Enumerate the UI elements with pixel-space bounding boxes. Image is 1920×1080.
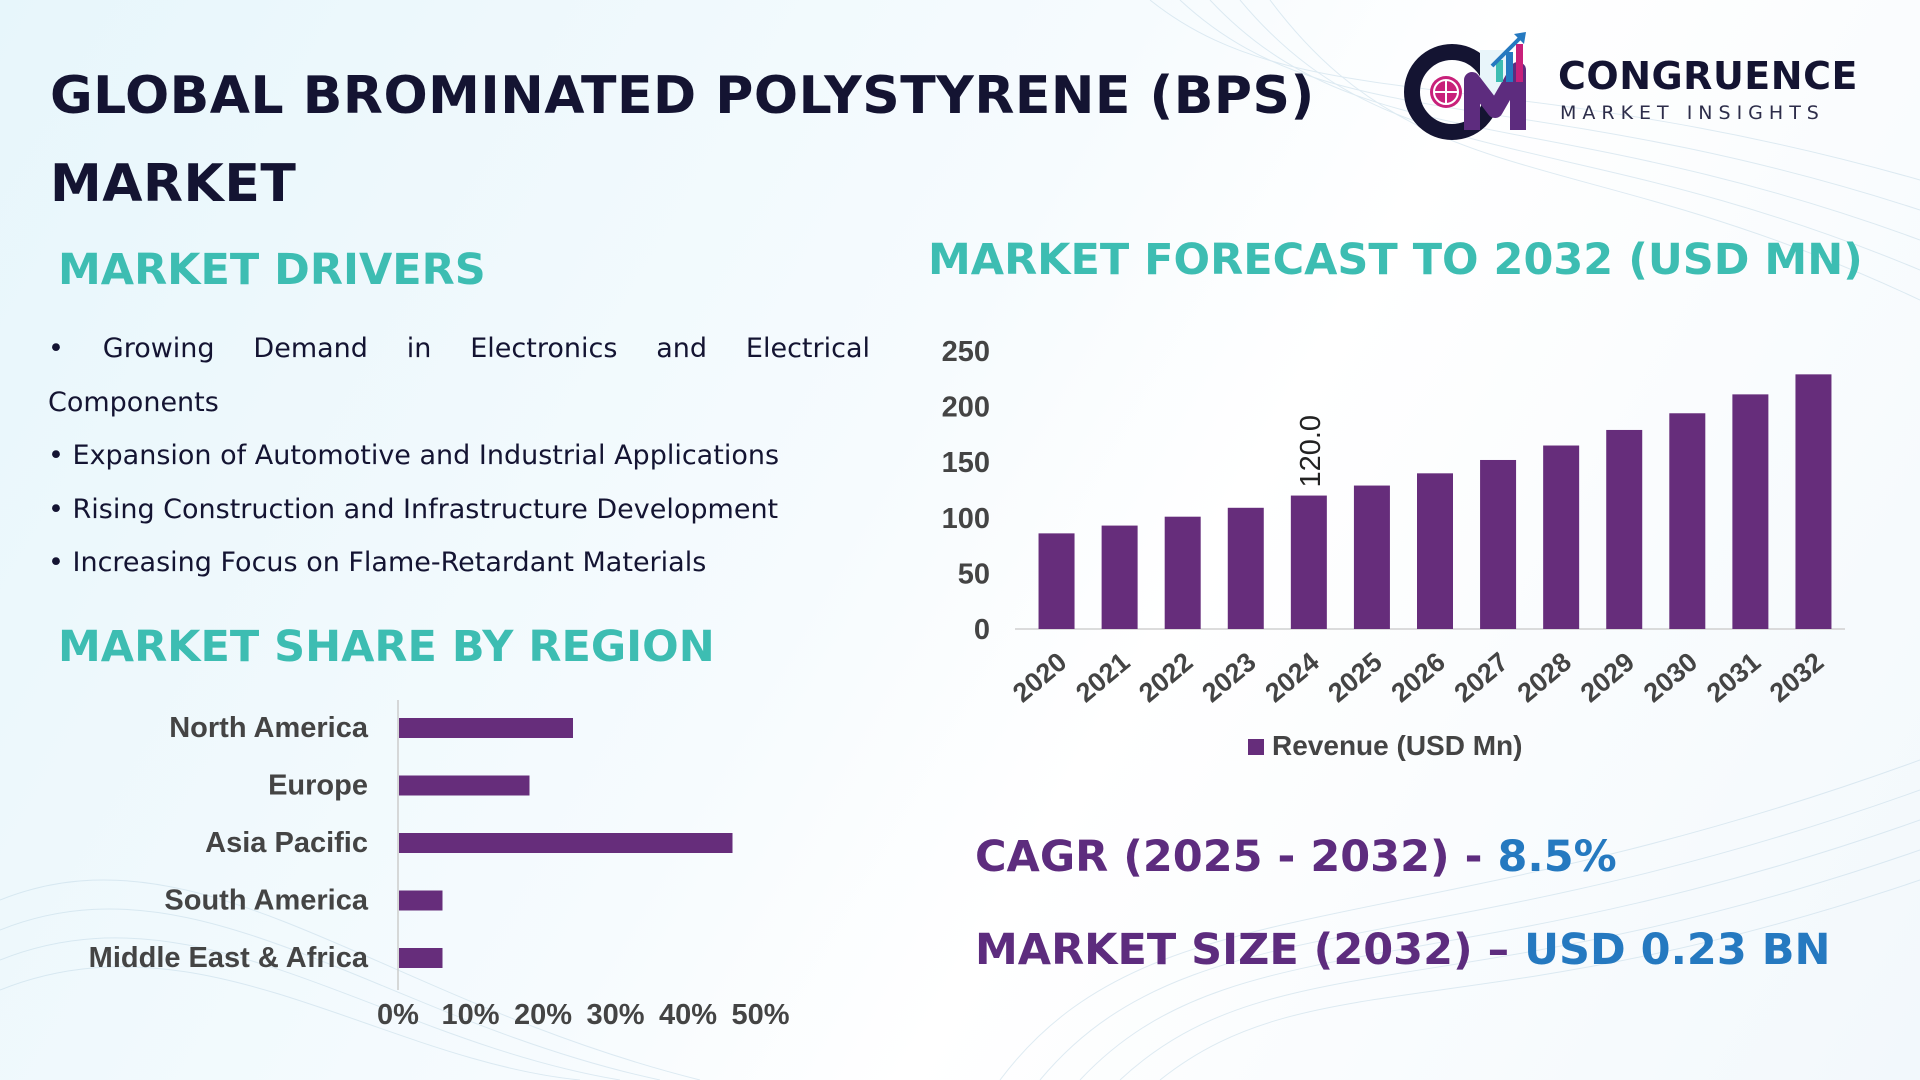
region-heading: MARKET SHARE BY REGION (58, 622, 715, 672)
driver-item: Components (48, 386, 219, 418)
forecast-x-tick-label: 2025 (1322, 647, 1387, 709)
region-category-label: Asia Pacific (205, 827, 368, 859)
forecast-bar (1732, 394, 1769, 629)
brand-logo: CONGRUENCE MARKET INSIGHTS (1400, 30, 1880, 140)
forecast-x-tick-label: 2026 (1386, 647, 1451, 709)
forecast-bar (1480, 459, 1517, 629)
region-x-tick-label: 30% (586, 999, 644, 1031)
legend-label: Revenue (USD Mn) (1272, 730, 1522, 761)
cagr-label: CAGR (2025 - 2032) - (975, 832, 1483, 882)
forecast-y-tick-label: 250 (942, 336, 990, 368)
market-size-label: MARKET SIZE (2032) – (975, 925, 1510, 975)
forecast-y-tick-label: 50 (958, 558, 990, 590)
region-x-tick-label: 40% (659, 999, 717, 1031)
driver-item: • Expansion of Automotive and Industrial… (48, 440, 780, 471)
brand-tagline: MARKET INSIGHTS (1560, 102, 1825, 124)
forecast-x-tick-label: 2020 (1007, 647, 1072, 709)
forecast-x-tick-label: 2027 (1449, 647, 1514, 709)
forecast-heading: MARKET FORECAST TO 2032 (USD MN) (928, 235, 1863, 285)
region-x-tick-label: 0% (377, 999, 419, 1031)
forecast-bar (1101, 525, 1138, 629)
forecast-x-tick-label: 2024 (1259, 647, 1324, 709)
forecast-x-tick-label: 2023 (1196, 647, 1261, 709)
forecast-x-tick-label: 2028 (1512, 647, 1577, 709)
forecast-x-tick-label: 2031 (1701, 647, 1766, 709)
forecast-y-tick-label: 200 (942, 392, 990, 424)
driver-item: • Increasing Focus on Flame-Retardant Ma… (48, 547, 707, 578)
region-bar (399, 775, 530, 796)
legend-swatch (1248, 739, 1264, 755)
region-category-label: Europe (268, 770, 368, 802)
region-bar (399, 890, 443, 911)
region-bar (399, 718, 573, 738)
region-x-tick-label: 20% (514, 999, 572, 1031)
region-x-tick-label: 10% (441, 999, 499, 1031)
forecast-bar (1606, 429, 1643, 629)
forecast-bar (1164, 516, 1201, 629)
forecast-data-label: 120.0 (1295, 415, 1327, 488)
forecast-y-tick-label: 0 (974, 614, 990, 646)
region-share-chart: North America Europe Asia Pacific South Ame… (89, 700, 790, 1031)
forecast-bar (1038, 533, 1075, 629)
forecast-y-tick-label: 100 (942, 503, 990, 535)
forecast-x-tick-label: 2022 (1133, 647, 1198, 709)
market-size-value: USD 0.23 BN (1524, 925, 1831, 975)
region-category-label: North America (169, 712, 369, 744)
forecast-x-tick-label: 2032 (1764, 647, 1829, 709)
forecast-bar (1795, 374, 1832, 629)
market-size-kpi: MARKET SIZE (2032) – USD 0.23 BN (975, 925, 1830, 975)
forecast-bar (1227, 507, 1264, 629)
forecast-x-tick-label: 2029 (1575, 647, 1640, 709)
drivers-list: • Growing Demand in Electronics and Elec… (48, 322, 870, 590)
drivers-heading: MARKET DRIVERS (58, 245, 486, 295)
cagr-kpi: CAGR (2025 - 2032) - 8.5% (975, 832, 1617, 882)
driver-item: • Growing Demand in Electronics and Elec… (48, 333, 870, 364)
region-x-tick-label: 50% (731, 999, 789, 1031)
forecast-bar (1353, 485, 1390, 629)
forecast-bar (1543, 445, 1580, 629)
region-bar (399, 833, 733, 853)
page-title: GLOBAL BROMINATED POLYSTYRENE (BPS) MARK… (50, 66, 1315, 214)
region-bar (399, 948, 443, 968)
logo-mark-icon (1404, 32, 1526, 140)
forecast-bar (1417, 473, 1453, 629)
forecast-bar (1290, 495, 1327, 629)
forecast-y-tick-label: 150 (942, 447, 990, 479)
region-category-label: Middle East & Africa (89, 942, 369, 974)
forecast-bar (1669, 413, 1706, 629)
forecast-x-tick-label: 2021 (1070, 647, 1135, 709)
cagr-value: 8.5% (1497, 832, 1617, 882)
forecast-x-tick-label: 2030 (1638, 647, 1703, 709)
driver-item: • Rising Construction and Infrastructure… (48, 493, 779, 525)
brand-name: CONGRUENCE (1558, 54, 1858, 98)
region-category-label: South America (164, 885, 368, 917)
forecast-chart: 0501001502002502020202120222023202420252… (942, 336, 1845, 761)
